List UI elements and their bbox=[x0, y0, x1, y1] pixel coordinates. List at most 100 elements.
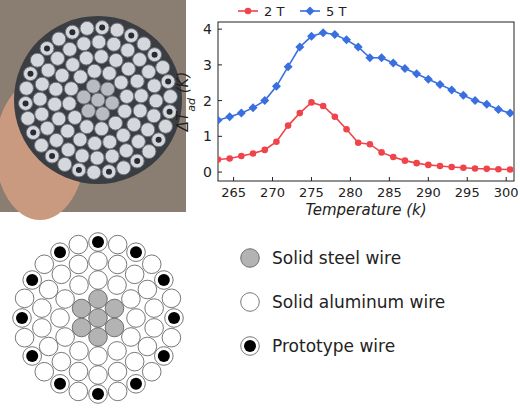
y-tick bbox=[218, 64, 222, 65]
photo-wire bbox=[91, 93, 105, 107]
photo-wire bbox=[45, 149, 59, 163]
photo-wire bbox=[86, 79, 100, 93]
photo-wire bbox=[87, 165, 101, 179]
aluminum-wire bbox=[69, 235, 88, 254]
photo-wire bbox=[114, 76, 128, 90]
photo-wire bbox=[109, 53, 123, 67]
data-point bbox=[250, 150, 257, 157]
photo-wire bbox=[134, 89, 148, 103]
photo-wire bbox=[130, 74, 144, 88]
aluminum-wire bbox=[108, 382, 127, 401]
photo-wire bbox=[156, 60, 170, 74]
data-point bbox=[355, 139, 362, 146]
photo-wire bbox=[52, 112, 66, 126]
prototype-wire bbox=[23, 347, 42, 366]
photo-wire bbox=[19, 96, 33, 110]
x-tick bbox=[428, 177, 429, 181]
aluminum-wire bbox=[108, 362, 127, 381]
prototype-wire bbox=[89, 385, 108, 404]
photo-wire bbox=[137, 37, 151, 51]
photo-wire bbox=[58, 157, 72, 171]
photo-wire bbox=[119, 144, 133, 158]
aluminum-wire bbox=[33, 319, 52, 338]
data-point bbox=[425, 162, 432, 169]
photo-wire bbox=[105, 149, 119, 163]
photo-wire bbox=[133, 104, 147, 118]
photo-wire-core bbox=[99, 25, 105, 31]
aluminum-wire bbox=[125, 352, 144, 371]
data-point bbox=[285, 122, 292, 129]
x-tick bbox=[272, 177, 273, 181]
aluminum-wire bbox=[142, 255, 161, 274]
photo-wire-core bbox=[128, 33, 134, 39]
prototype-wire bbox=[89, 233, 108, 252]
photo-wire bbox=[95, 122, 109, 136]
photo-wire bbox=[49, 133, 63, 147]
data-point bbox=[260, 96, 269, 105]
legend-label: 2 T bbox=[264, 4, 284, 19]
aluminum-wire bbox=[138, 280, 157, 299]
y-tick-label: 2 bbox=[203, 93, 212, 109]
photo-wire bbox=[101, 82, 115, 96]
x-tick bbox=[233, 177, 234, 181]
data-point bbox=[436, 80, 445, 89]
aluminum-wire bbox=[241, 293, 260, 312]
y-tick-label: 1 bbox=[203, 128, 212, 144]
aluminum-wire bbox=[138, 337, 157, 356]
photo-wire bbox=[120, 89, 134, 103]
photo-wire bbox=[77, 90, 91, 104]
photo-wire bbox=[159, 119, 173, 133]
aluminum-wire bbox=[122, 290, 141, 309]
data-point bbox=[295, 43, 304, 52]
aluminum-wire bbox=[89, 366, 108, 385]
data-point bbox=[218, 116, 223, 125]
data-point bbox=[272, 82, 281, 91]
x-tick bbox=[389, 177, 390, 181]
photo-wire bbox=[55, 68, 69, 82]
data-point bbox=[306, 7, 315, 16]
photo-wire bbox=[105, 96, 119, 110]
data-point bbox=[249, 103, 258, 112]
photo-wire bbox=[148, 48, 162, 62]
photo-wire bbox=[149, 94, 163, 108]
y-tick-label: 4 bbox=[203, 21, 212, 37]
steel-wire bbox=[89, 328, 108, 347]
photo-wire bbox=[107, 37, 121, 51]
prototype-wire bbox=[23, 271, 42, 290]
aluminum-wire bbox=[56, 290, 75, 309]
diagram-legend-label: Solid steel wire bbox=[272, 248, 401, 268]
diagram-legend-label: Prototype wire bbox=[272, 336, 395, 356]
prototype-core bbox=[54, 378, 66, 390]
prototype-wire bbox=[127, 375, 146, 394]
y-tick bbox=[218, 172, 222, 173]
data-point bbox=[472, 165, 479, 172]
aluminum-wire bbox=[69, 255, 88, 274]
steel-wire bbox=[105, 318, 124, 337]
photo-wire-core bbox=[23, 100, 29, 106]
y-axis-label-part: (K) bbox=[174, 72, 192, 98]
photo-wire bbox=[147, 109, 161, 123]
y-axis-label-part: ad bbox=[185, 97, 198, 112]
photo-wire bbox=[35, 107, 49, 121]
photo-wire bbox=[108, 116, 122, 130]
x-tick bbox=[311, 177, 312, 181]
cross-section bbox=[13, 233, 184, 404]
data-point bbox=[225, 112, 234, 121]
prototype-wire bbox=[155, 271, 174, 290]
prototype-core bbox=[158, 350, 170, 362]
data-point bbox=[237, 109, 246, 118]
photo-wire bbox=[66, 58, 80, 72]
photo-wire bbox=[102, 66, 116, 80]
photo-wire bbox=[87, 64, 101, 78]
photo-wire bbox=[80, 120, 94, 134]
data-point bbox=[320, 103, 327, 110]
photo-wire bbox=[130, 154, 144, 168]
data-point bbox=[494, 105, 503, 114]
photo-wire-core bbox=[152, 52, 158, 58]
aluminum-wire bbox=[52, 265, 71, 284]
photo-wire bbox=[142, 65, 156, 79]
photo-wire bbox=[51, 51, 65, 65]
data-point bbox=[460, 164, 467, 171]
aluminum-wire bbox=[70, 276, 89, 295]
photo-wire-core bbox=[69, 29, 75, 35]
